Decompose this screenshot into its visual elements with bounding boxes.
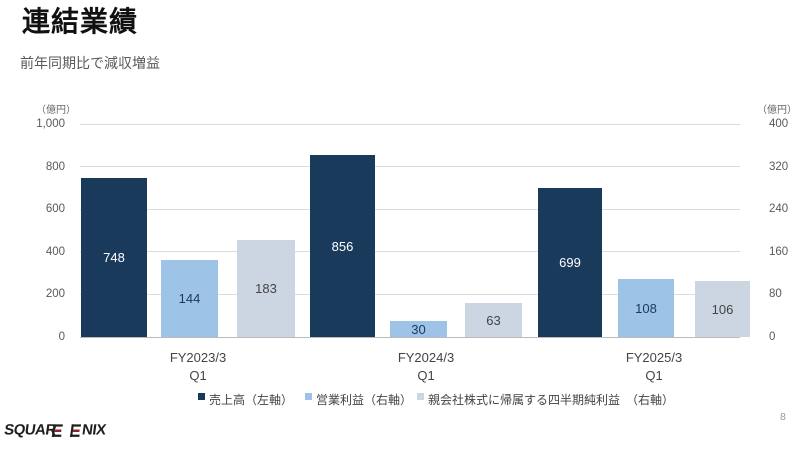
svg-text:SQUAR: SQUAR xyxy=(3,422,58,439)
svg-text:NIX: NIX xyxy=(81,422,107,439)
